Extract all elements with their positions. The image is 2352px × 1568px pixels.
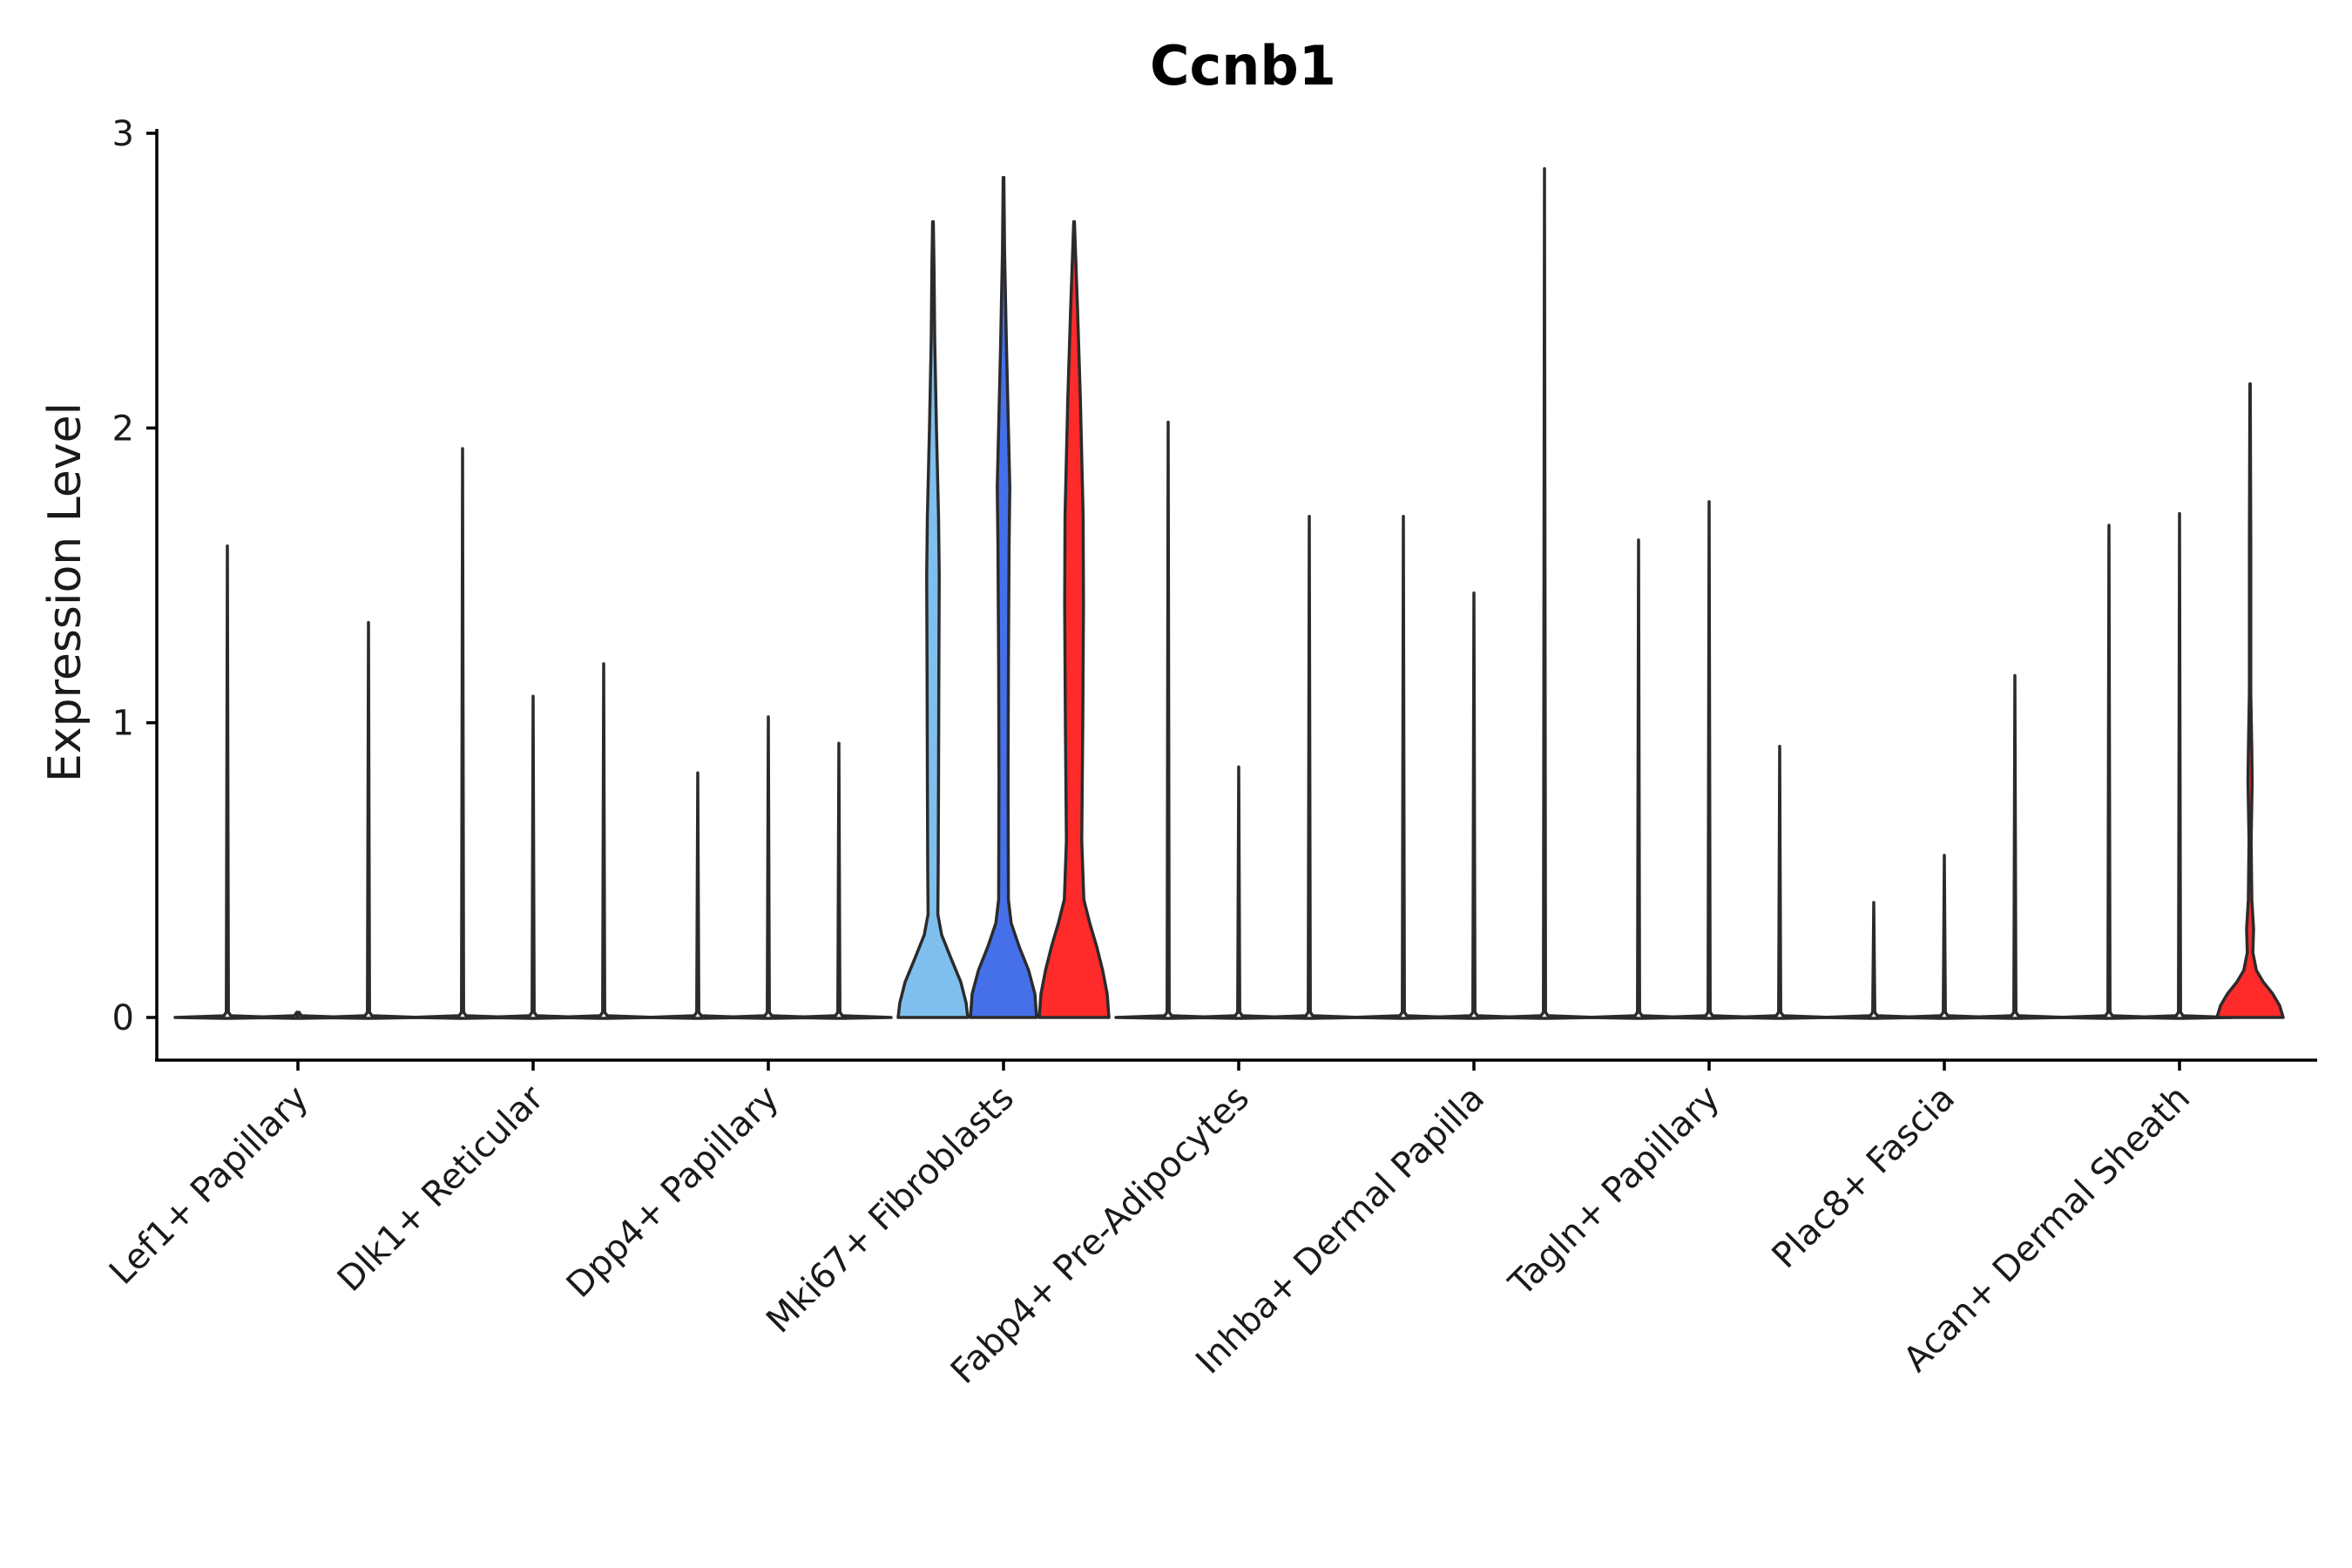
violin-group-2 [1890,854,1998,1020]
violin-group-1 [2055,524,2163,1020]
y-tick-label: 2 [112,409,134,449]
x-tick-label: Tagln+ Papillary [1501,1078,1727,1305]
x-tick-label: Lef1+ Papillary [102,1078,316,1293]
y-tick-label: 1 [112,704,134,744]
violin-group-2 [2126,511,2234,1020]
violin-group-2 [1420,591,1528,1020]
violin-group-1 [1114,420,1222,1020]
violin-group-3 [314,620,422,1020]
chart-title: Ccnb1 [1150,34,1336,98]
violin-group-3 [785,741,893,1020]
violin-group-2 [1185,765,1293,1020]
violin-group-1 [644,771,752,1020]
violin-group-1 [173,544,281,1020]
x-tick-label: Plac8+ Fascia [1765,1078,1963,1277]
y-axis-title: Expression Level [39,402,91,782]
violin-group-1 [409,447,517,1020]
violin-group-3 [550,662,658,1020]
violin-group-2 [969,176,1038,1019]
violin-group-3 [1490,166,1598,1020]
violin-group-3 [1961,673,2069,1020]
x-tick-label: Dpp4+ Papillary [559,1078,787,1306]
violin-group-3 [1037,220,1111,1019]
x-tick-label: Mki67+ Fibroblasts [759,1078,1022,1342]
violin-group-1 [1585,538,1693,1020]
violin-group-1 [1820,901,1928,1020]
violin-group-2 [479,694,587,1020]
violin-group-1 [1349,515,1457,1020]
violin-layer [173,166,2285,1020]
x-tick-label: Dlk1+ Reticular [330,1078,552,1300]
violin-group-1 [896,220,970,1019]
violin-group-2 [1655,500,1763,1020]
violin-group-3 [1255,515,1363,1020]
axes: 0 1 2 3 Lef1+ Papillary Dlk1+ Reticular Dpp4+ … [102,114,2317,1392]
violin-group-2 [714,715,822,1020]
y-tick-label: 3 [112,114,134,154]
y-tick-label: 0 [112,998,134,1038]
violin-group-3 [1726,744,1834,1020]
violin-group-3 [2215,382,2285,1019]
